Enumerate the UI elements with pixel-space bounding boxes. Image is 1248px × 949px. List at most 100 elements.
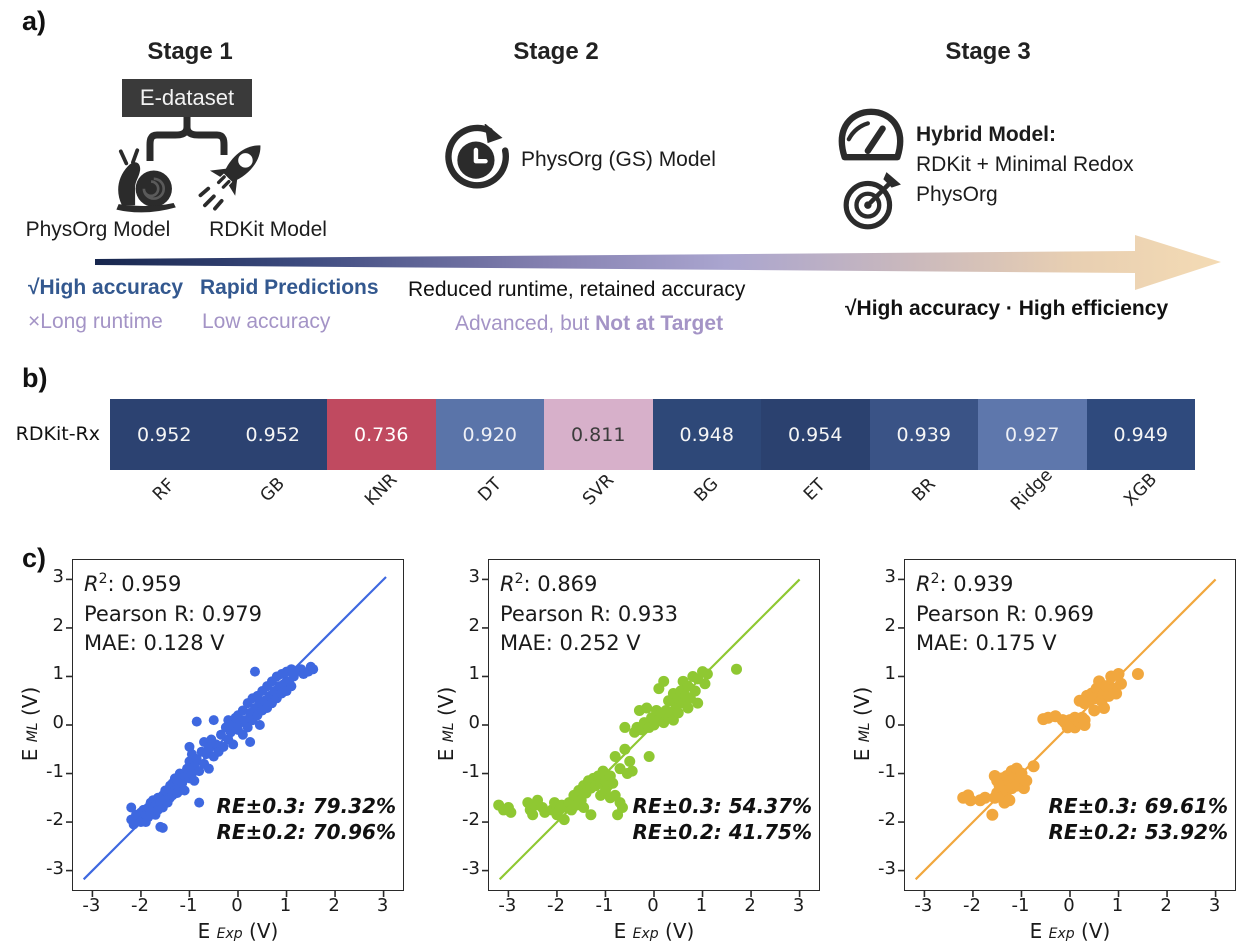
data-point: [658, 675, 670, 687]
y-tick-label: -2: [878, 809, 896, 831]
data-point: [682, 702, 694, 714]
panel-c-label: c): [22, 543, 47, 573]
data-point: [699, 678, 711, 690]
heatmap-cell-RF: 0.952: [110, 399, 219, 470]
heatmap-value: 0.811: [571, 423, 626, 446]
heatmap-tick-Ridge: Ridge: [978, 465, 1087, 515]
heatmap-cell-BR: 0.939: [869, 399, 978, 470]
target-dart-icon: [843, 172, 901, 230]
stage2-con-prefix: Advanced, but: [455, 312, 596, 335]
data-point: [505, 806, 517, 818]
heatmap-ticks: RF GB KNR DT SVR BG ET BR Ridge XGB: [110, 465, 1195, 532]
x-tick-label: -1: [1011, 895, 1030, 916]
heatmap-tick-SVR: SVR: [544, 470, 653, 509]
physorg-model-label: PhysOrg Model: [25, 218, 171, 241]
scatter-plot-physorg-gs: E ML (V) R2: 0.869 Pearson R: 0.933 MAE:…: [416, 540, 832, 949]
data-point: [689, 685, 701, 697]
y-tick-label: 1: [468, 663, 480, 685]
data-point: [286, 681, 297, 692]
heatmap-tick-BR: BR: [870, 474, 979, 505]
x-axis-label: E Exp (V): [1029, 919, 1111, 943]
x-tick-label: 0: [231, 895, 243, 916]
data-point: [619, 721, 631, 733]
plot-stats: R2: 0.959 Pearson R: 0.979 MAE: 0.128 V: [84, 571, 262, 655]
stage2-con-bold: Not at Target: [595, 312, 724, 335]
heatmap-tick-KNR: KNR: [327, 470, 436, 510]
y-tick-label: 0: [52, 712, 64, 733]
y-tick-label: 2: [468, 614, 480, 636]
data-point: [672, 707, 684, 719]
plot-stats: R2: 0.869 Pearson R: 0.933 MAE: 0.252 V: [500, 571, 678, 655]
data-point: [194, 766, 205, 777]
y-tick-label: 0: [468, 712, 480, 733]
data-point: [254, 720, 265, 730]
x-tick-label: 3: [1208, 895, 1221, 916]
x-tick-label: 2: [328, 895, 340, 916]
data-point: [228, 739, 239, 750]
data-point: [641, 702, 653, 714]
branch-connector: [146, 117, 228, 161]
x-tick-label: 1: [695, 895, 708, 916]
plot-stats: R2: 0.939 Pearson R: 0.969 MAE: 0.175 V: [916, 571, 1094, 655]
panel-b-label: b): [22, 363, 48, 393]
heatmap-tick-label: DT: [474, 474, 506, 506]
re-stats: RE±0.3: 79.32% RE±0.2: 70.96%: [216, 794, 396, 844]
x-tick-label: 3: [376, 895, 389, 916]
stage2-title: Stage 2: [513, 38, 599, 65]
y-tick-label: 0: [884, 712, 896, 733]
panel-a-label: a): [22, 6, 47, 36]
data-point: [245, 736, 256, 747]
x-tick-label: -2: [962, 895, 981, 916]
x-axis-label: E Exp (V): [613, 919, 695, 943]
stage1-title: Stage 1: [147, 38, 233, 65]
data-point: [194, 797, 205, 808]
heatmap-tick-GB: GB: [219, 474, 328, 506]
heatmap-tick-label: BR: [908, 474, 940, 506]
data-point: [527, 809, 539, 821]
data-point: [578, 802, 590, 813]
heatmap-value: 0.952: [245, 423, 300, 446]
heatmap-tick-RF: RF: [110, 475, 219, 505]
heatmap-tick-label: ET: [800, 475, 831, 505]
x-axis-label: E Exp (V): [197, 919, 279, 943]
heatmap-value: 0.952: [137, 423, 192, 446]
e-dataset-box: E-dataset: [122, 79, 252, 117]
x-tick-label: -2: [130, 895, 149, 916]
heatmap-value: 0.949: [1113, 423, 1168, 446]
rocket-icon: [198, 145, 261, 211]
heatmap-tick-label: RF: [149, 475, 180, 505]
re-stats: RE±0.3: 69.61% RE±0.2: 53.92%: [1048, 794, 1228, 844]
data-point: [218, 741, 229, 752]
data-point: [964, 794, 977, 807]
stage1-pro-right: Rapid Predictions: [200, 276, 379, 299]
rdkit-model-label: RDKit Model: [209, 218, 327, 241]
x-tick-label: 3: [792, 895, 805, 916]
heatmap-tick-label: SVR: [578, 470, 618, 510]
heatmap-tick-label: KNR: [361, 469, 402, 511]
stage3-title: Stage 3: [945, 38, 1031, 65]
x-tick-label: 2: [744, 895, 756, 916]
data-point: [179, 785, 190, 796]
gauge-icon: [838, 108, 904, 161]
heatmap-tick-ET: ET: [761, 475, 870, 505]
data-point: [558, 814, 570, 826]
y-tick-label: 1: [884, 663, 896, 685]
y-tick-label: -2: [46, 809, 64, 831]
y-tick-label: -3: [878, 857, 896, 879]
data-point: [208, 715, 219, 726]
hybrid-model-line1: RDKit + Minimal Redox: [916, 153, 1134, 176]
x-tick-label: 0: [1063, 895, 1075, 916]
stage3-pro-text: √High accuracy · High efficiency: [845, 297, 1169, 320]
x-tick-label: -3: [498, 895, 517, 916]
data-point: [191, 753, 202, 764]
physorg-gs-model-label: PhysOrg (GS) Model: [521, 148, 716, 171]
y-tick-label: -1: [462, 760, 480, 782]
data-point: [643, 751, 655, 763]
heatmap-row: 0.952 0.952 0.736 0.920 0.811 0.948 0.954 0.939…: [110, 399, 1195, 470]
data-point: [237, 729, 248, 740]
data-point: [619, 743, 631, 755]
data-point: [988, 791, 1001, 804]
x-tick-label: -3: [914, 895, 933, 916]
data-point: [616, 802, 628, 813]
